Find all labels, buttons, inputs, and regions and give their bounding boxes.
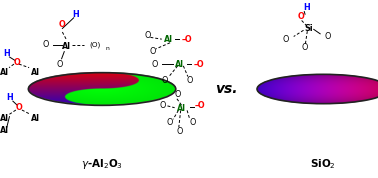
Text: Al: Al	[0, 114, 9, 123]
Text: H: H	[303, 3, 310, 12]
Text: H: H	[3, 49, 10, 58]
Text: O: O	[167, 118, 173, 127]
Text: n: n	[105, 46, 109, 51]
Text: O: O	[59, 20, 66, 29]
Text: O: O	[190, 118, 196, 127]
Text: O: O	[283, 35, 289, 44]
Text: Al: Al	[0, 126, 9, 135]
Text: O: O	[152, 60, 158, 69]
Text: (O): (O)	[89, 41, 100, 48]
Text: H: H	[72, 10, 79, 19]
Text: $\gamma$-Al$_2$O$_3$: $\gamma$-Al$_2$O$_3$	[81, 157, 123, 171]
Text: Al: Al	[177, 104, 186, 113]
Text: Si: Si	[305, 24, 313, 33]
Text: O: O	[297, 12, 304, 21]
Text: O: O	[187, 76, 193, 85]
Text: Al: Al	[31, 114, 40, 123]
Text: O: O	[13, 58, 20, 67]
Text: O: O	[150, 47, 156, 56]
Text: vs.: vs.	[215, 82, 238, 96]
Text: Al: Al	[62, 42, 71, 51]
Text: Al: Al	[175, 60, 184, 69]
Text: O: O	[161, 76, 167, 85]
Text: Al: Al	[164, 35, 173, 44]
Text: Al: Al	[31, 69, 40, 77]
Text: O: O	[177, 127, 183, 136]
Text: SiO$_2$: SiO$_2$	[310, 157, 336, 171]
Text: H: H	[6, 93, 13, 102]
Text: O: O	[42, 40, 48, 49]
Text: O: O	[325, 32, 331, 41]
Text: –O: –O	[182, 35, 192, 44]
Text: O: O	[144, 31, 150, 40]
Text: O: O	[15, 103, 22, 112]
Text: Al: Al	[0, 69, 9, 77]
Text: O: O	[301, 43, 307, 52]
Text: O: O	[56, 60, 62, 69]
Text: O: O	[160, 101, 166, 109]
Text: –O: –O	[195, 101, 206, 109]
Text: O: O	[175, 90, 181, 99]
Text: –O: –O	[193, 60, 204, 69]
